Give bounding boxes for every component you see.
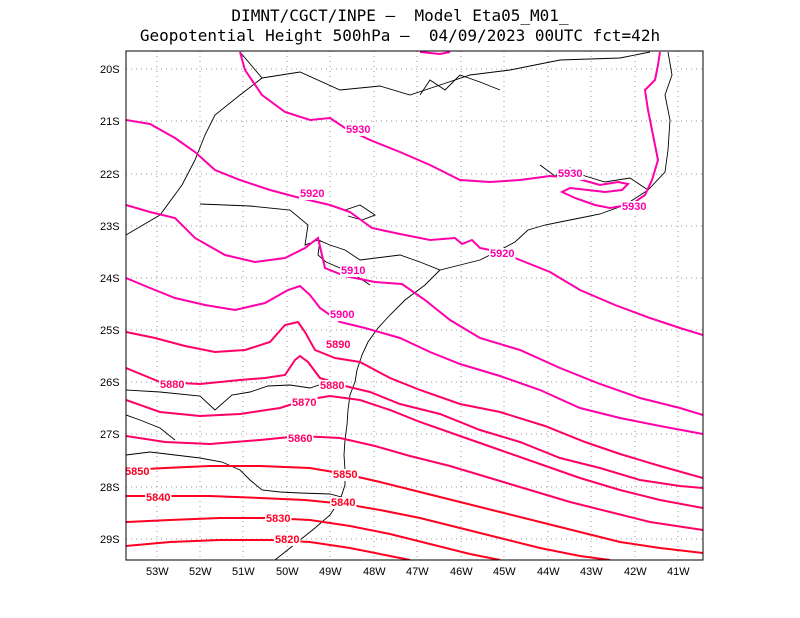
- lon-label: 46W: [450, 566, 473, 578]
- contour-label: 5930: [346, 124, 370, 136]
- contour-label: 5900: [330, 309, 354, 321]
- contour-label: 5880: [160, 379, 184, 391]
- lon-label: 51W: [232, 566, 255, 578]
- lat-label: 26S: [100, 377, 120, 389]
- lat-label: 20S: [100, 64, 120, 76]
- contour-label: 5910: [341, 265, 365, 277]
- lat-label: 25S: [100, 325, 120, 337]
- contour-label: 5930: [622, 201, 646, 213]
- lat-label: 21S: [100, 116, 120, 128]
- lon-label: 50W: [276, 566, 299, 578]
- lon-label: 48W: [363, 566, 386, 578]
- title-line-1: DIMNT/CGCT/INPE – Model Eta05_M01_: [231, 6, 569, 25]
- lon-label: 53W: [146, 566, 169, 578]
- lat-axis: 20S 21S 22S 23S 24S 25S 26S 27S 28S 29S: [100, 64, 120, 546]
- contour-label: 5890: [326, 339, 350, 351]
- lon-axis: 53W 52W 51W 50W 49W 48W 47W 46W 45W 44W …: [146, 566, 690, 578]
- lat-label: 28S: [100, 482, 120, 494]
- contour-label: 5870: [292, 397, 316, 409]
- contour-label: 5920: [490, 248, 514, 260]
- coastlines: [126, 51, 673, 560]
- contour-label: 5820: [275, 534, 299, 546]
- contour-label: 5840: [331, 497, 355, 509]
- contour-label: 5860: [288, 433, 312, 445]
- contour-label: 5850: [125, 466, 149, 478]
- lat-label: 24S: [100, 273, 120, 285]
- contour-label: 5930: [558, 168, 582, 180]
- lon-label: 44W: [537, 566, 560, 578]
- lon-label: 45W: [493, 566, 516, 578]
- lon-label: 47W: [406, 566, 429, 578]
- contour-label: 5850: [333, 469, 357, 481]
- lat-label: 22S: [100, 169, 120, 181]
- contour-label: 5920: [300, 188, 324, 200]
- lon-label: 52W: [189, 566, 212, 578]
- lon-label: 41W: [667, 566, 690, 578]
- contour-label: 5840: [146, 492, 170, 504]
- contour-label: 5880: [320, 380, 344, 392]
- contour-label: 5830: [266, 513, 290, 525]
- lon-label: 43W: [580, 566, 603, 578]
- contours: [126, 51, 703, 560]
- lat-label: 29S: [100, 534, 120, 546]
- lat-label: 23S: [100, 221, 120, 233]
- plot-frame: [125, 50, 704, 561]
- lon-label: 42W: [624, 566, 647, 578]
- contour-labels: 5930 5930 5930 5920 5920 5910 5900 5890 …: [125, 124, 648, 546]
- lon-label: 49W: [319, 566, 342, 578]
- title-line-2: Geopotential Height 500hPa – 04/09/2023 …: [139, 26, 661, 45]
- lat-label: 27S: [100, 429, 120, 441]
